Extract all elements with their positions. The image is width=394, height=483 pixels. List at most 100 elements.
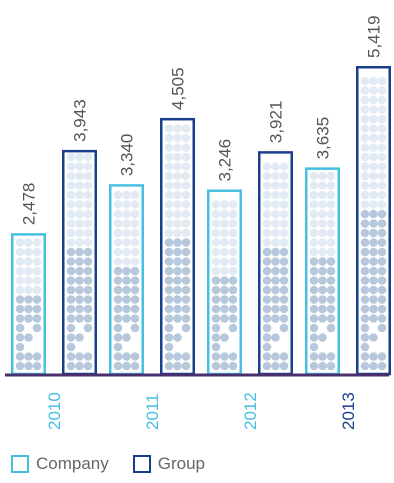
legend-swatch-group [132, 455, 151, 473]
bar-dot [164, 219, 174, 228]
bar-dot [309, 285, 319, 295]
bar-dot [24, 361, 33, 371]
bar-dot [173, 257, 182, 266]
bar-dot [377, 133, 387, 143]
bar-dot [24, 333, 33, 342]
bar-dot [360, 181, 370, 190]
bar-dot [271, 276, 280, 285]
bar-dot [181, 124, 191, 133]
bar-dot [15, 314, 25, 323]
bar-dot [173, 200, 182, 209]
bar-dot [228, 209, 238, 219]
bar-dot [369, 124, 378, 133]
bar-dot [318, 361, 327, 371]
bar-dot [271, 219, 280, 228]
bar-dot [66, 352, 76, 361]
bar-dot [173, 190, 182, 200]
bar-dot [377, 190, 387, 200]
bar-dot [228, 314, 238, 323]
bar-dot [32, 352, 42, 361]
bar-dot [262, 228, 272, 238]
bar-dot [377, 352, 387, 361]
bar-dot [220, 209, 229, 219]
bar-dot [271, 162, 280, 171]
bar-dot [66, 342, 76, 352]
bar-dot [173, 352, 182, 361]
bar-dot [181, 162, 191, 171]
bar-dot [32, 257, 42, 266]
bar-dot [83, 238, 93, 247]
bar-dot [279, 314, 289, 323]
bar-dot [75, 171, 84, 181]
bar-dot [15, 257, 25, 266]
bar-dot [32, 285, 42, 295]
bar-dot [173, 333, 182, 342]
bar-dot [181, 352, 191, 361]
value-label-group-2012: 3,921 [267, 101, 286, 144]
bar-dot [113, 295, 123, 304]
bar-dot [360, 323, 370, 333]
bar-dot [377, 114, 387, 124]
bar-dot [173, 285, 182, 295]
bar-dot [228, 285, 238, 295]
bar-dot [262, 209, 272, 219]
bar-dot [181, 209, 191, 219]
bar-company-2010 [11, 233, 46, 376]
bar-dot [377, 247, 387, 257]
bar-dot [211, 285, 221, 295]
bar-dot [262, 333, 272, 342]
bar-dot [318, 219, 327, 228]
bar-dot [377, 200, 387, 209]
bar-dot [360, 257, 370, 266]
bar-dot [15, 295, 25, 304]
category-label-2012: 2012 [241, 392, 260, 430]
bar-dot [66, 181, 76, 190]
bar-dot [66, 257, 76, 266]
bar-dot [122, 285, 131, 295]
bar-dot [271, 295, 280, 304]
bar-dot [279, 257, 289, 266]
bar-dot [130, 190, 140, 200]
bar-dot [228, 295, 238, 304]
bar-dot [130, 323, 140, 333]
bar-dot [181, 276, 191, 285]
bar-dot [181, 304, 191, 314]
bar-dot [164, 257, 174, 266]
bar-dot [24, 238, 33, 247]
bar-dot [122, 314, 131, 323]
bar-dot [377, 285, 387, 295]
bar-dot [360, 86, 370, 95]
bar-dot [271, 314, 280, 323]
bar-dot [318, 314, 327, 323]
bar-dot [262, 285, 272, 295]
bar-dot [113, 304, 123, 314]
bar-dot [130, 266, 140, 276]
bar-dot [164, 152, 174, 162]
bar-dot [32, 247, 42, 257]
bar-dot [318, 190, 327, 200]
bar-dot [164, 285, 174, 295]
bar-dot [83, 266, 93, 276]
bar-dot [228, 257, 238, 266]
bar-dot [32, 295, 42, 304]
bar-dot [113, 228, 123, 238]
bar-dot [66, 238, 76, 247]
bar-dot [377, 219, 387, 228]
bar-dot [181, 323, 191, 333]
bar-dot [262, 342, 272, 352]
bar-dot [130, 219, 140, 228]
bar-dot [181, 361, 191, 371]
bar-dot [369, 314, 378, 323]
bar-dot [360, 342, 370, 352]
bar-dot [75, 314, 84, 323]
bar-dot [75, 266, 84, 276]
bar-dot [369, 209, 378, 219]
bar-dot [164, 238, 174, 247]
bar-dot [360, 124, 370, 133]
bar-dot [271, 361, 280, 371]
bar-dot [181, 257, 191, 266]
bar-dot [369, 200, 378, 209]
bar-dot [181, 314, 191, 323]
bar-dot [377, 162, 387, 171]
bar-dot [220, 361, 229, 371]
